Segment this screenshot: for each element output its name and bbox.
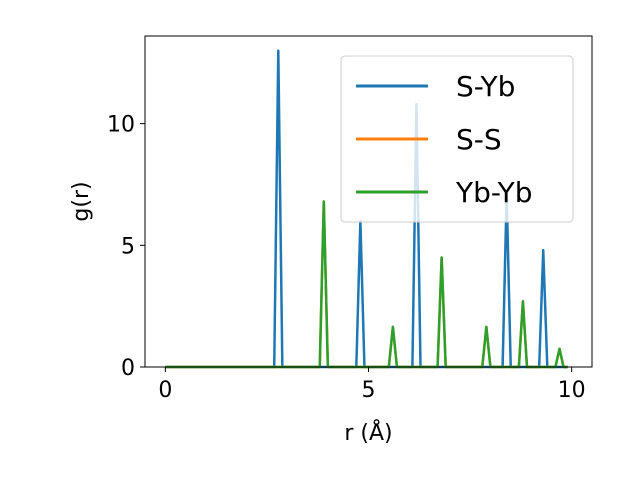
y-tick-label: 10 xyxy=(107,113,135,138)
x-tick-label: 0 xyxy=(158,378,172,403)
legend: S-Yb S-S Yb-Yb xyxy=(340,55,574,223)
x-tick-label: 10 xyxy=(558,378,586,403)
legend-label-yb-yb: Yb-Yb xyxy=(455,176,533,209)
x-tick-label: 5 xyxy=(362,378,376,403)
legend-box xyxy=(340,55,574,223)
y-tick-label: 0 xyxy=(121,356,135,381)
y-tick-label: 5 xyxy=(121,234,135,259)
x-axis-label: r (Å) xyxy=(344,419,392,446)
y-axis-label: g(r) xyxy=(69,181,94,221)
axis-ticks: 0 5 10 0 5 10 xyxy=(107,113,586,403)
legend-label-s-s: S-S xyxy=(456,123,502,156)
legend-label-s-yb: S-Yb xyxy=(456,70,515,103)
